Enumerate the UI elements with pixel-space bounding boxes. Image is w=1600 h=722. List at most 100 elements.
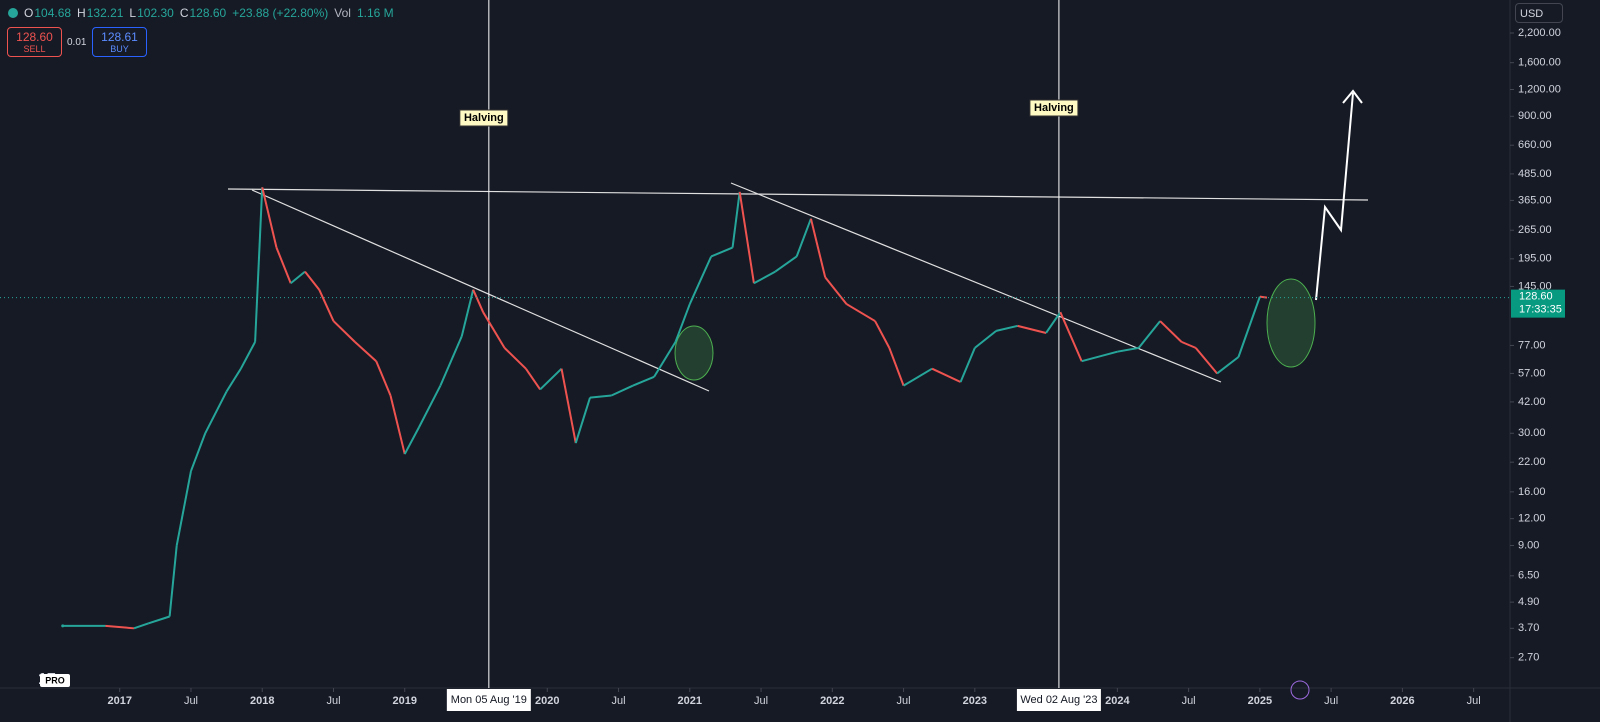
price-segment	[874, 320, 891, 349]
buy-button[interactable]: 128.61 BUY	[92, 27, 147, 57]
x-tick-label: 2025	[1248, 695, 1272, 707]
y-tick-label: 265.00	[1518, 224, 1552, 236]
trend-line	[730, 182, 1222, 383]
date-box	[1016, 689, 1101, 711]
price-segment	[1117, 346, 1139, 353]
ohlc-key: H	[77, 6, 86, 20]
ohlc-key: O	[24, 6, 34, 20]
price-segment	[738, 191, 755, 284]
spread: 0.01	[67, 37, 87, 48]
price-segment	[147, 615, 170, 625]
y-tick-label: 42.00	[1518, 396, 1546, 408]
y-tick-label: 900.00	[1518, 110, 1552, 122]
price-segment	[482, 311, 506, 349]
price-segment	[403, 426, 420, 455]
halving-label: Halving	[464, 112, 504, 124]
price-segment	[1137, 320, 1161, 349]
price-segment	[846, 303, 876, 322]
vol: 1.16 M	[356, 6, 394, 20]
y-tick-label: 1,600.00	[1518, 57, 1561, 69]
vol-key: Vol	[334, 6, 351, 20]
x-tick-label: Jul	[1324, 695, 1338, 707]
price-segment	[525, 368, 541, 391]
x-tick-label: Jul	[1182, 695, 1196, 707]
price-segment	[503, 347, 527, 370]
price-segment	[239, 341, 256, 370]
price-segment	[1059, 311, 1083, 362]
x-tick-label: Jul	[897, 695, 911, 707]
price-segment	[133, 622, 149, 630]
price-segment	[1259, 295, 1268, 299]
price-segment	[318, 289, 335, 322]
sell-price: 128.60	[16, 30, 53, 44]
y-tick-label: 485.00	[1518, 168, 1552, 180]
y-tick-label: 2,200.00	[1518, 27, 1561, 39]
price-segment	[225, 368, 242, 392]
buy-label: BUY	[110, 44, 129, 54]
resistance-line	[227, 188, 1369, 201]
x-tick-label: Jul	[754, 695, 768, 707]
price-segment	[1237, 296, 1261, 358]
price-segment	[290, 270, 306, 285]
y-tick-label: 3.70	[1518, 622, 1539, 634]
sell-label: SELL	[23, 44, 46, 54]
price-segment	[190, 432, 207, 472]
price-segment	[888, 347, 905, 387]
price-segment	[472, 289, 485, 313]
price-segment	[974, 330, 997, 349]
price-segment	[1216, 356, 1240, 375]
price-segment	[931, 367, 962, 383]
icon	[1290, 680, 1310, 700]
price-segment	[632, 375, 655, 387]
halving-box	[459, 109, 509, 127]
price-segment	[903, 367, 933, 387]
price-segment	[254, 187, 264, 342]
x-tick-label: 2018	[250, 695, 274, 707]
x-tick-label: 2019	[393, 695, 417, 707]
y-tick-label: 6.50	[1518, 570, 1539, 582]
ohlc-key: L	[129, 6, 137, 20]
y-tick-label: 145.00	[1518, 280, 1552, 292]
ohlc: O 104.68 H 132.21 L 102.30 C 128.60	[24, 6, 226, 20]
highlight	[1266, 278, 1316, 368]
price-segment	[560, 368, 577, 444]
ohlc-key: C	[179, 6, 189, 20]
y-tick-label: 365.00	[1518, 194, 1552, 206]
x-tick-label: 2023	[963, 695, 987, 707]
date-box	[446, 689, 531, 711]
price-segment	[389, 395, 406, 455]
y-tick-label: 4.90	[1518, 596, 1539, 608]
change: +23.88 (+22.80%)	[232, 6, 329, 20]
price-segment	[574, 397, 591, 444]
price-segment	[204, 390, 228, 434]
price-segment	[774, 255, 798, 273]
price-segment	[175, 470, 192, 546]
price-segment	[731, 191, 741, 248]
x-tick-label: Jul	[326, 695, 340, 707]
sell-button[interactable]: 128.60 SELL	[7, 27, 62, 57]
price-segment	[418, 385, 442, 428]
x-tick-label: Jul	[612, 695, 626, 707]
buy-price: 128.61	[101, 30, 138, 44]
price-segment	[332, 320, 356, 343]
ohlc-value: 128.60	[189, 6, 227, 20]
currency-select[interactable]: USD	[1515, 3, 1563, 23]
arrow-head	[1342, 89, 1363, 104]
price-segment	[795, 218, 812, 257]
ohlc-value: 104.68	[34, 6, 72, 20]
price-segment	[539, 367, 563, 391]
price-segment	[809, 218, 827, 278]
y-tick-label: 77.00	[1518, 339, 1546, 351]
price-segment	[1045, 311, 1062, 334]
price-segment	[824, 276, 848, 305]
ohlc-value: 102.30	[137, 6, 174, 20]
projection-arrow	[1315, 92, 1354, 301]
price-segment	[1181, 340, 1197, 349]
halving-box	[1029, 99, 1079, 117]
logo-badge	[40, 674, 70, 687]
price-segment	[995, 324, 1018, 332]
x-tick-label: 2022	[820, 695, 844, 707]
